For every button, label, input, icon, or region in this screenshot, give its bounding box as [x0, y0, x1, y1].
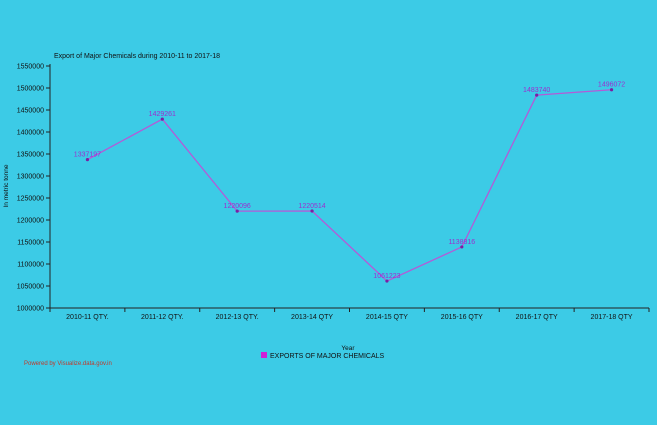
y-tick-label: 1050000 — [17, 284, 44, 291]
data-point[interactable] — [535, 93, 539, 97]
x-tick-label: 2011-12 QTY. — [141, 314, 184, 321]
y-tick-label: 1100000 — [17, 262, 44, 269]
data-point[interactable] — [310, 209, 314, 213]
x-tick-label: 2013-14 QTY — [291, 314, 333, 321]
data-label: 1220514 — [298, 203, 325, 210]
x-tick-label: 2015-16 QTY — [441, 314, 483, 321]
y-axis: 1000000 1050000 1100000 1150000 1200000 12500… — [17, 64, 51, 313]
data-point[interactable] — [609, 88, 614, 92]
x-tick-label: 2010-11 QTY. — [66, 314, 109, 321]
x-axis: 2010-11 QTY. 2011-12 QTY. 2012-13 QTY. 2013… — [49, 307, 650, 321]
y-tick-label: 1500000 — [17, 86, 44, 93]
y-tick-label: 1150000 — [17, 240, 44, 247]
data-point[interactable] — [460, 245, 464, 249]
legend[interactable]: EXPORTS OF MAJOR CHEMICALS — [261, 352, 385, 360]
y-tick-label: 1350000 — [17, 152, 44, 159]
y-tick-label: 1300000 — [17, 174, 44, 181]
data-label: 1337197 — [74, 152, 101, 159]
x-tick-label: 2017-18 QTY — [591, 314, 633, 321]
data-point[interactable] — [160, 117, 164, 121]
credit-text[interactable]: Powered by Visualize.data.gov.in — [24, 361, 112, 367]
data-label: 1496072 — [598, 82, 625, 89]
legend-swatch — [261, 352, 267, 358]
chart-title: Export of Major Chemicals during 2010-11… — [54, 53, 220, 60]
x-tick-label: 2012-13 QTY. — [216, 314, 259, 321]
y-tick-label: 1550000 — [17, 64, 44, 71]
legend-label: EXPORTS OF MAJOR CHEMICALS — [270, 353, 385, 360]
y-tick-label: 1450000 — [17, 108, 44, 115]
y-tick-label: 1250000 — [17, 196, 44, 203]
data-point[interactable] — [235, 209, 239, 213]
y-tick-label: 1200000 — [17, 218, 44, 225]
x-tick-label: 2016-17 QTY — [516, 314, 558, 321]
data-point[interactable] — [85, 158, 90, 162]
y-tick-label: 1400000 — [17, 130, 44, 137]
data-label: 1483740 — [523, 87, 550, 94]
y-axis-title: In metric tonne — [3, 164, 10, 207]
data-point[interactable] — [385, 279, 389, 283]
x-tick-label: 2014-15 QTY — [366, 314, 408, 321]
data-label: 1061223 — [373, 273, 400, 280]
series-layer: 1337197 1429261 1220096 1220514 1061223 11388… — [74, 82, 625, 283]
series-line — [87, 89, 612, 282]
x-axis-title: Year — [341, 345, 355, 352]
data-label: 1220096 — [224, 203, 251, 210]
data-label: 1138816 — [448, 239, 475, 246]
y-tick-label: 1000000 — [17, 306, 44, 313]
data-label: 1429261 — [149, 111, 176, 118]
